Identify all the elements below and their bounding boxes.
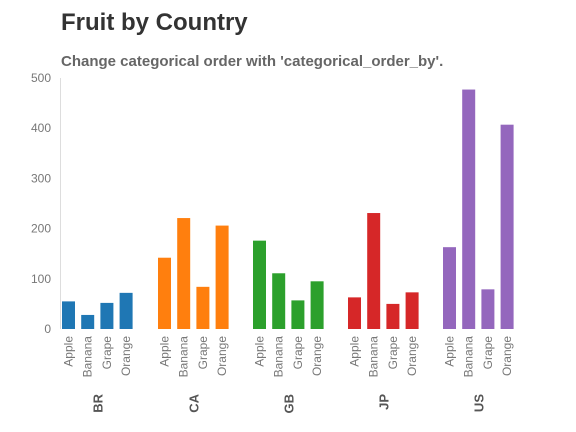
y-tick-label: 400 <box>31 121 51 135</box>
x-tick-label: Banana <box>462 336 476 378</box>
x-tick-label: Orange <box>215 336 229 376</box>
bar-us-grape[interactable] <box>481 289 495 329</box>
group-label: US <box>471 394 486 412</box>
x-tick-label: Grape <box>100 336 114 370</box>
x-axis-labels: Apple Banana Grape Orange BR Apple Banana Grape… <box>62 336 515 414</box>
y-tick-label: 500 <box>31 71 51 85</box>
y-tick-label: 100 <box>31 272 51 286</box>
x-tick-label: Orange <box>119 336 133 376</box>
bar-gb-orange[interactable] <box>310 281 324 329</box>
group-label: GB <box>281 394 296 414</box>
x-tick-label: Orange <box>405 336 419 376</box>
bar-ca-orange[interactable] <box>215 225 229 329</box>
x-tick-label: Banana <box>272 336 286 378</box>
bar-ca-grape[interactable] <box>196 286 210 329</box>
x-tick-label: Banana <box>367 336 381 378</box>
bar-br-orange[interactable] <box>119 292 133 329</box>
x-tick-label: Grape <box>291 336 305 370</box>
x-tick-label: Apple <box>158 336 172 367</box>
group-label: JP <box>376 394 391 410</box>
x-tick-label: Apple <box>253 336 267 367</box>
bar-jp-banana[interactable] <box>367 213 381 329</box>
bar-ca-banana[interactable] <box>177 218 191 329</box>
bars <box>62 89 514 330</box>
x-tick-label: Banana <box>81 336 95 378</box>
bar-ca-apple[interactable] <box>158 257 171 329</box>
bar-group-gb <box>253 240 324 329</box>
y-axis: 0 100 200 300 400 500 <box>31 71 61 336</box>
bar-us-banana[interactable] <box>462 89 476 330</box>
bar-group-br <box>62 292 133 329</box>
x-tick-label: Apple <box>348 336 362 367</box>
bar-us-orange[interactable] <box>500 124 514 329</box>
group-label: CA <box>186 393 201 412</box>
x-tick-label: Grape <box>196 336 210 370</box>
bar-br-banana[interactable] <box>81 314 95 329</box>
bar-jp-grape[interactable] <box>386 303 400 329</box>
x-tick-label: Apple <box>62 336 76 367</box>
x-tick-label: Orange <box>310 336 324 376</box>
bar-group-ca <box>158 218 229 329</box>
y-tick-label: 300 <box>31 171 51 185</box>
x-tick-label: Orange <box>500 336 514 376</box>
bar-jp-orange[interactable] <box>405 292 419 329</box>
bar-group-jp <box>348 213 419 329</box>
bar-gb-banana[interactable] <box>272 273 286 329</box>
chart-title: Fruit by Country <box>61 9 248 36</box>
x-tick-label: Grape <box>386 336 400 370</box>
group-label: BR <box>90 393 105 412</box>
bar-group-us <box>443 89 514 330</box>
x-tick-label: Banana <box>177 336 191 378</box>
y-tick-label: 0 <box>44 322 51 336</box>
bar-gb-apple[interactable] <box>253 240 266 329</box>
bar-br-apple[interactable] <box>62 301 75 329</box>
bar-us-apple[interactable] <box>443 247 456 329</box>
x-tick-label: Apple <box>443 336 457 367</box>
bar-jp-apple[interactable] <box>348 297 361 329</box>
x-tick-label: Grape <box>481 336 495 370</box>
y-tick-label: 200 <box>31 222 51 236</box>
bar-gb-grape[interactable] <box>291 300 305 329</box>
bar-br-grape[interactable] <box>100 302 114 329</box>
chart-subtitle: Change categorical order with 'categoric… <box>61 53 444 70</box>
